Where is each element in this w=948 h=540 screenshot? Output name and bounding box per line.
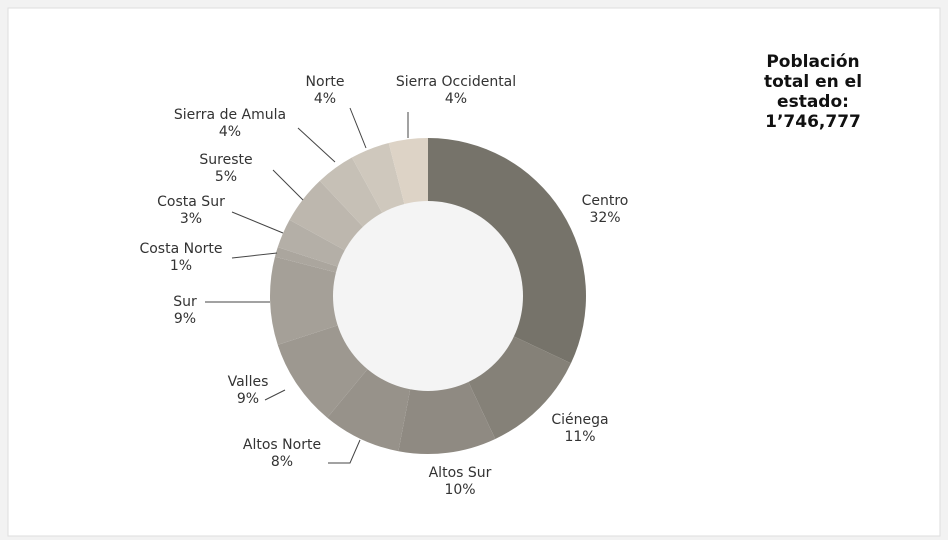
leader-line (297, 127, 336, 163)
slice-value: 10% (444, 482, 475, 498)
slice-label: Sierra Occidental (396, 74, 516, 90)
slice-value: 4% (314, 91, 336, 107)
leader-line (264, 389, 286, 401)
slice-value: 1% (170, 258, 192, 274)
slice-label: Costa Sur (157, 194, 225, 210)
slice-value: 9% (174, 311, 196, 327)
slice-label: Costa Norte (139, 241, 222, 257)
slice-label: Sureste (199, 152, 252, 168)
leader-line (349, 107, 367, 149)
leader-line (231, 211, 284, 234)
slice-label: Altos Sur (429, 465, 492, 481)
slice-value: 11% (564, 429, 595, 445)
annotation: Población (766, 52, 859, 72)
slice-label: Altos Norte (243, 437, 321, 453)
annotation: total en el (764, 72, 862, 92)
donut-hole (333, 201, 523, 391)
slice-label: Centro (582, 193, 629, 209)
slice-value: 3% (180, 211, 202, 227)
leader-line (328, 439, 361, 464)
slice-label: Sierra de Amula (174, 107, 286, 123)
slice-label: Valles (228, 374, 269, 390)
slice-label: Sur (173, 294, 197, 310)
slice-value: 5% (215, 169, 237, 185)
slice-label: Norte (306, 74, 345, 90)
annotation: 1’746,777 (765, 112, 861, 132)
slice-value: 4% (445, 91, 467, 107)
leader-line (272, 169, 304, 201)
slice-value: 4% (219, 124, 241, 140)
slice-value: 9% (237, 391, 259, 407)
annotation: estado: (777, 92, 849, 112)
leader-line (231, 252, 278, 259)
slice-label: Ciénega (551, 412, 608, 428)
slice-value: 32% (589, 210, 620, 226)
slice-value: 8% (271, 454, 293, 470)
